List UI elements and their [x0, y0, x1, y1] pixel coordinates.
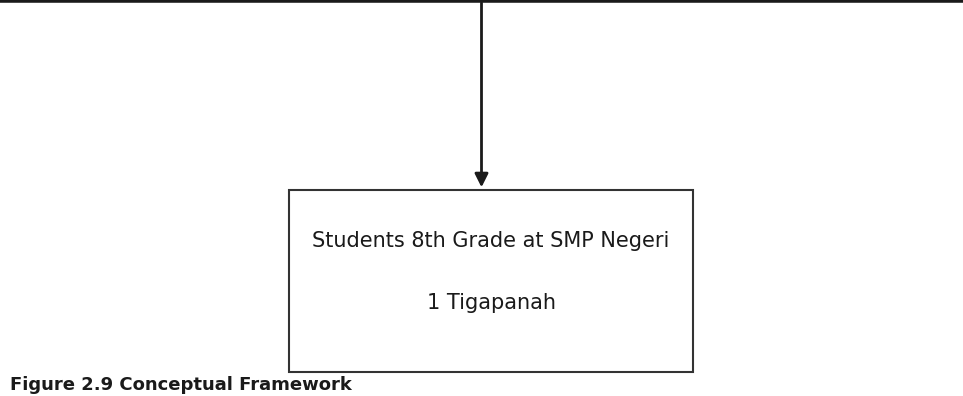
- Text: Figure 2.9 Conceptual Framework: Figure 2.9 Conceptual Framework: [10, 376, 351, 394]
- Text: Students 8th Grade at SMP Negeri: Students 8th Grade at SMP Negeri: [312, 231, 670, 251]
- FancyBboxPatch shape: [289, 190, 693, 372]
- Text: 1 Tigapanah: 1 Tigapanah: [427, 293, 556, 313]
